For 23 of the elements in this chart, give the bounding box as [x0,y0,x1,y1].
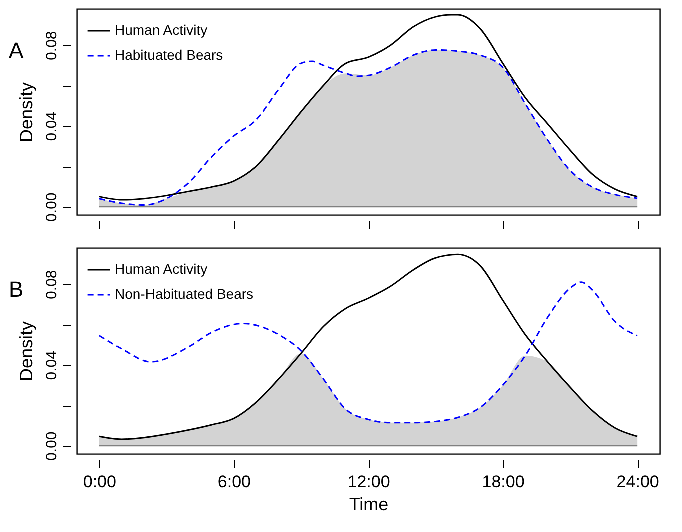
x-tick-label: 12:00 [348,472,390,492]
y-tick-label: 0.08 [44,31,60,60]
text: A [9,38,24,63]
y-tick-label: 0.00 [44,432,60,462]
legend-label: Human Activity [115,22,208,38]
y-tick-label: 0.04 [44,351,60,380]
x-tick-label: 0:00 [83,472,116,492]
y-tick-label: 0.08 [44,270,60,300]
line-series [98,254,638,440]
legend-label: Human Activity [115,261,208,277]
x-tick-label: 18:00 [482,472,525,492]
legend-label: Habituated Bears [115,47,224,63]
y-tick-label: 0.04 [44,112,60,142]
text: B [9,277,24,302]
line-series [98,14,638,201]
y-axis-title: Density [16,82,36,143]
y-tick-label: 0.00 [44,192,60,222]
legend-label: Non-Habituated Bears [115,286,254,302]
line-series [98,282,638,424]
y-axis-title: Density [16,321,36,382]
x-tick-label: 6:00 [218,472,252,492]
x-tick-label: 24:00 [616,472,660,492]
x-axis-title: Time [349,494,389,514]
